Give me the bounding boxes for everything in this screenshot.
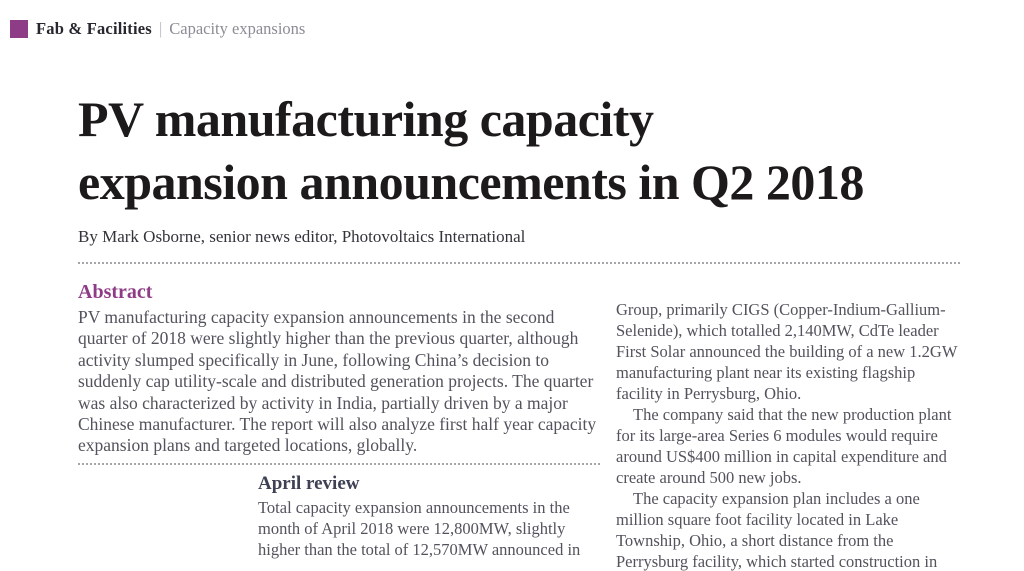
right-column: Group, primarily CIGS (Copper-Indium-Gal… bbox=[616, 264, 960, 571]
april-review-section: April review Total capacity expansion an… bbox=[78, 472, 600, 560]
article-byline: By Mark Osborne, senior news editor, Pho… bbox=[78, 227, 526, 246]
kicker-separator: | bbox=[158, 19, 163, 38]
abstract-paragraph: PV manufacturing capacity expansion anno… bbox=[78, 307, 597, 456]
article-paragraph: The company said that the new production… bbox=[616, 405, 952, 487]
left-column: Abstract PV manufacturing capacity expan… bbox=[78, 264, 600, 571]
section-label: Fab & Facilities bbox=[36, 19, 152, 38]
topic-label: Capacity expansions bbox=[169, 19, 306, 38]
dotted-divider-top bbox=[78, 262, 960, 264]
april-review-paragraph: Total capacity expansion announcements i… bbox=[258, 497, 581, 559]
article-paragraph: Group, primarily CIGS (Copper-Indium-Gal… bbox=[616, 300, 958, 403]
body-columns: Abstract PV manufacturing capacity expan… bbox=[78, 264, 960, 571]
article-title: PV manufacturing capacity expansion anno… bbox=[78, 91, 864, 210]
dotted-divider-abstract-bottom bbox=[78, 462, 600, 465]
section-marker-square bbox=[10, 19, 28, 38]
april-review-heading: April review bbox=[258, 472, 360, 494]
abstract-heading: Abstract bbox=[78, 281, 153, 303]
article-paragraph: The capacity expansion plan includes a o… bbox=[616, 489, 938, 571]
section-kicker: Fab & Facilities | Capacity expansions bbox=[10, 19, 305, 38]
article-content: PV manufacturing capacity expansion anno… bbox=[78, 88, 960, 571]
